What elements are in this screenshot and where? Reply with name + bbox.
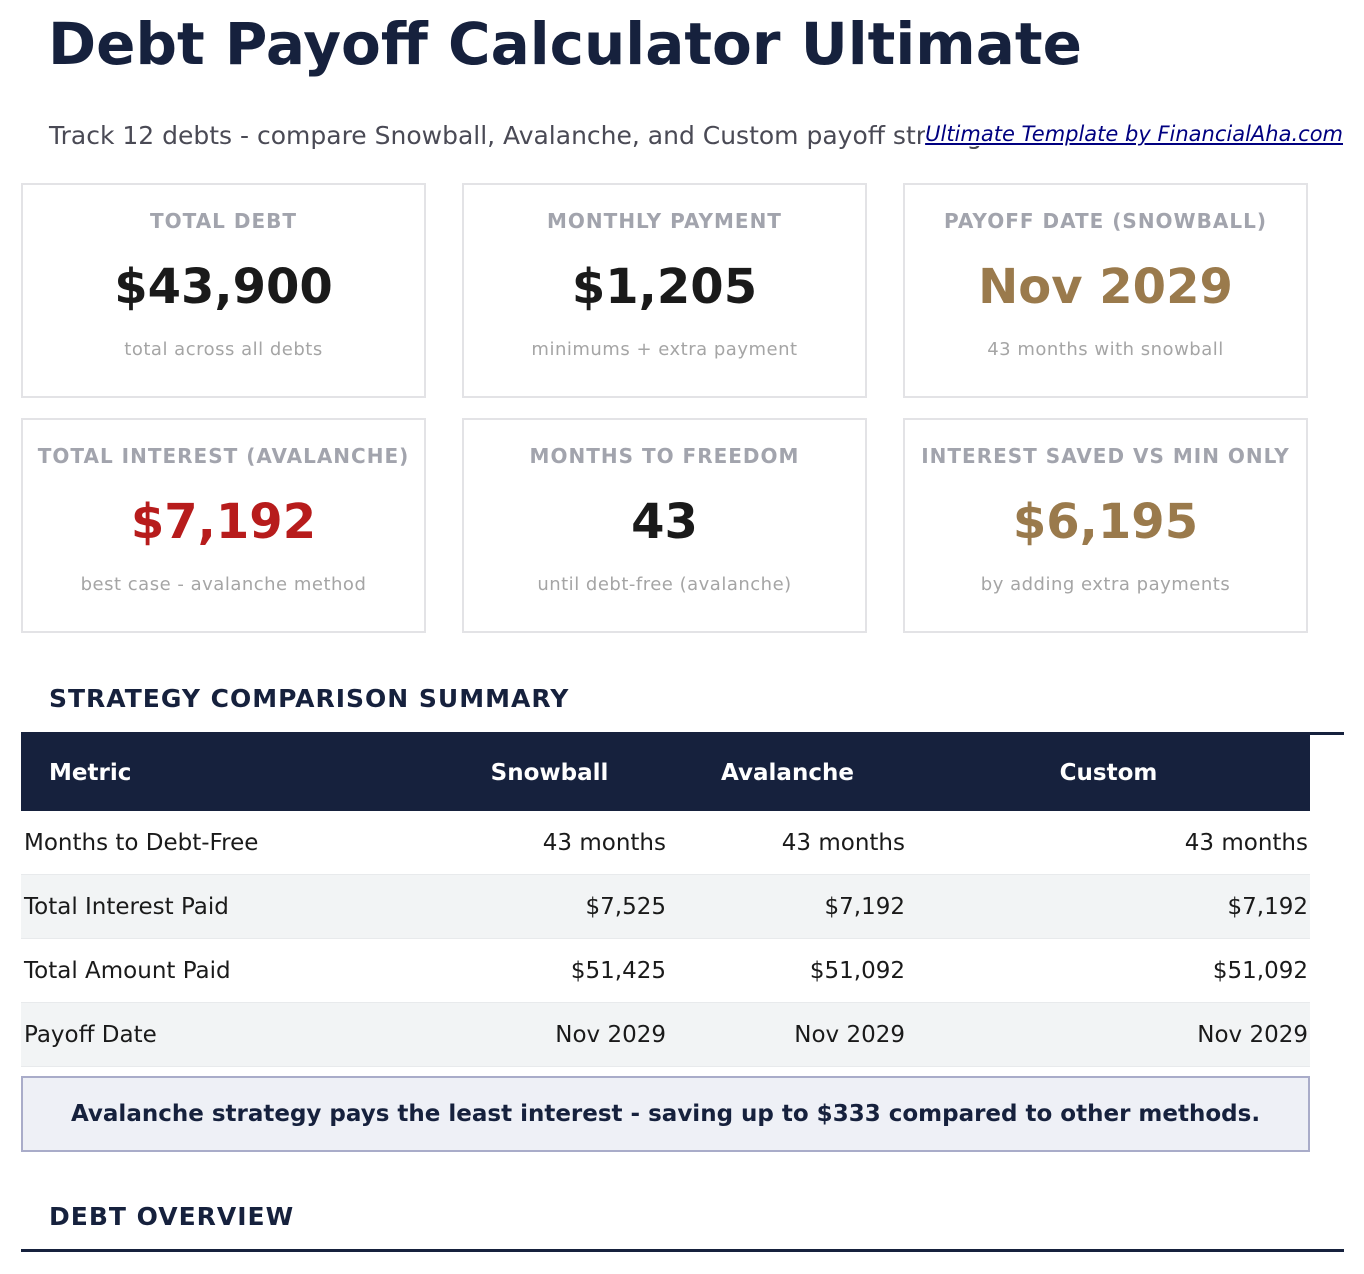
table-cell: Nov 2029 <box>907 1002 1310 1067</box>
table-row: Total Amount Paid $51,425 $51,092 $51,092 <box>21 938 1310 1003</box>
card-label: TOTAL DEBT <box>149 209 298 233</box>
table-cell: $7,192 <box>668 874 907 939</box>
table-cell: 43 months <box>907 811 1310 875</box>
table-cell: Total Interest Paid <box>21 874 431 939</box>
card-label: INTEREST SAVED VS MIN ONLY <box>921 444 1290 468</box>
card-label: MONTHS TO FREEDOM <box>529 444 800 468</box>
card-subtext: until debt-free (avalanche) <box>537 574 792 595</box>
table-cell: $7,525 <box>431 874 668 939</box>
stat-card: TOTAL DEBT $43,900 total across all debts <box>21 183 426 398</box>
table-cell: Months to Debt-Free <box>21 811 431 875</box>
card-value: $7,192 <box>130 494 317 550</box>
page-title: Debt Payoff Calculator Ultimate <box>48 10 1082 78</box>
card-label: PAYOFF DATE (SNOWBALL) <box>944 209 1267 233</box>
stat-card: TOTAL INTEREST (AVALANCHE) $7,192 best cas… <box>21 418 426 633</box>
stat-card: MONTHLY PAYMENT $1,205 minimums + extra pa… <box>462 183 867 398</box>
table-cell: 43 months <box>668 811 907 875</box>
header-snowball: Snowball <box>431 735 668 811</box>
table-cell: $51,092 <box>907 938 1310 1003</box>
card-value: Nov 2029 <box>978 259 1233 315</box>
credit-link[interactable]: Ultimate Template by FinancialAha.com <box>925 122 1343 146</box>
stat-card: PAYOFF DATE (SNOWBALL) Nov 2029 43 months … <box>903 183 1308 398</box>
comparison-title: STRATEGY COMPARISON SUMMARY <box>49 684 570 713</box>
card-subtext: minimums + extra payment <box>531 339 798 360</box>
table-cell: $51,092 <box>668 938 907 1003</box>
page-subtitle: Track 12 debts - compare Snowball, Avala… <box>49 121 1018 150</box>
header-metric: Metric <box>21 735 431 811</box>
table-row: Months to Debt-Free 43 months 43 months 43 … <box>21 811 1310 875</box>
card-value: $43,900 <box>114 259 333 315</box>
card-value: $1,205 <box>571 259 758 315</box>
card-subtext: by adding extra payments <box>980 574 1231 595</box>
card-subtext: total across all debts <box>124 339 323 360</box>
card-value: $6,195 <box>1012 494 1199 550</box>
header-avalanche: Avalanche <box>668 735 907 811</box>
card-label: MONTHLY PAYMENT <box>547 209 782 233</box>
table-row: Payoff Date Nov 2029 Nov 2029 Nov 2029 <box>21 1002 1310 1067</box>
card-label: TOTAL INTEREST (AVALANCHE) <box>37 444 410 468</box>
card-subtext: best case - avalanche method <box>80 574 367 595</box>
card-value: 43 <box>631 494 698 550</box>
section-divider <box>21 732 1344 735</box>
table-cell: $51,425 <box>431 938 668 1003</box>
table-row: Total Interest Paid $7,525 $7,192 $7,192 <box>21 874 1310 939</box>
stat-card: MONTHS TO FREEDOM 43 until debt-free (aval… <box>462 418 867 633</box>
table-cell: Nov 2029 <box>668 1002 907 1067</box>
card-subtext: 43 months with snowball <box>987 339 1224 360</box>
table-cell: $7,192 <box>907 874 1310 939</box>
strategy-note: Avalanche strategy pays the least intere… <box>21 1076 1310 1152</box>
section-divider <box>21 1249 1344 1252</box>
table-cell: Payoff Date <box>21 1002 431 1067</box>
stat-card: INTEREST SAVED VS MIN ONLY $6,195 by addin… <box>903 418 1308 633</box>
comparison-table: Metric Snowball Avalanche Custom Months … <box>21 735 1310 1067</box>
table-cell: Total Amount Paid <box>21 938 431 1003</box>
header-custom: Custom <box>907 735 1310 811</box>
table-cell: 43 months <box>431 811 668 875</box>
table-cell: Nov 2029 <box>431 1002 668 1067</box>
overview-title: DEBT OVERVIEW <box>49 1202 295 1231</box>
